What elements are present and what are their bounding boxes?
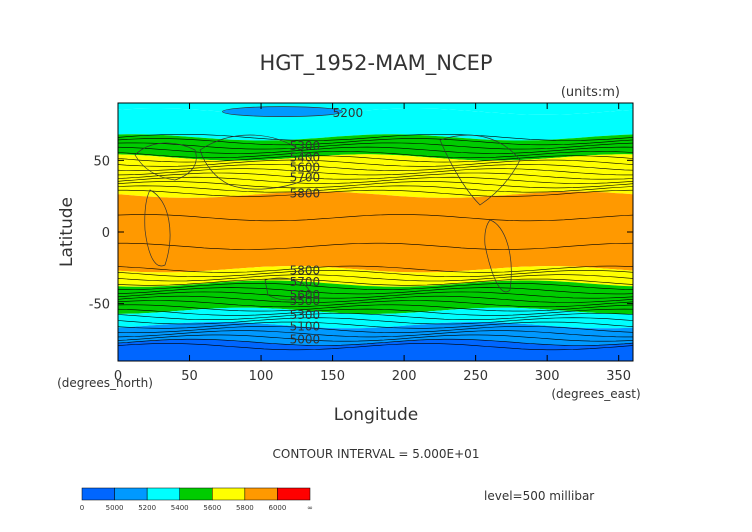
legend-swatch bbox=[81, 487, 115, 501]
contour-band bbox=[222, 106, 343, 117]
x-axis-label: Longitude bbox=[334, 405, 419, 425]
contour-line bbox=[118, 134, 633, 141]
contour-line bbox=[118, 321, 633, 329]
contour-band bbox=[118, 191, 633, 273]
contour-line bbox=[118, 334, 633, 342]
contour-label: 5100 bbox=[290, 320, 321, 334]
contour-band bbox=[118, 168, 633, 198]
contour-line bbox=[118, 181, 633, 189]
legend-swatch bbox=[212, 487, 246, 501]
contour-line bbox=[118, 338, 633, 346]
y-tick-label: 0 bbox=[102, 226, 110, 241]
contour-label: 5700 bbox=[290, 275, 321, 289]
contour-label: 5800 bbox=[290, 186, 321, 200]
contour-band bbox=[118, 339, 633, 361]
contour-line bbox=[118, 164, 633, 171]
contour-label: 5300 bbox=[290, 308, 321, 322]
contour-line bbox=[118, 274, 633, 282]
contour-label: 5400 bbox=[290, 150, 321, 164]
legend-label: ∞ bbox=[307, 504, 313, 512]
contour-line bbox=[118, 270, 633, 277]
y-axis-ticks: -50 0 50 bbox=[89, 154, 633, 313]
contour-line bbox=[118, 265, 633, 273]
contour-lines bbox=[118, 134, 633, 351]
contour-band bbox=[118, 322, 633, 346]
y-tick-label: 50 bbox=[93, 154, 110, 169]
x-tick-label: 300 bbox=[535, 369, 560, 384]
contour-line bbox=[118, 189, 633, 197]
contour-label: 5500 bbox=[290, 294, 321, 308]
y-axis-label: Latitude bbox=[57, 197, 77, 267]
x-tick-label: 0 bbox=[114, 369, 122, 384]
contour-line bbox=[118, 278, 633, 286]
contour-line bbox=[118, 295, 633, 303]
contour-line bbox=[118, 142, 633, 150]
contour-line bbox=[118, 214, 633, 222]
legend-label: 5800 bbox=[236, 504, 254, 512]
legend-label: 0 bbox=[80, 504, 84, 512]
x-tick-label: 100 bbox=[249, 369, 274, 384]
contour-line bbox=[118, 151, 633, 159]
level-text: level=500 millibar bbox=[484, 489, 594, 503]
contour-line bbox=[118, 282, 633, 290]
contour-line bbox=[118, 343, 633, 351]
legend-swatch bbox=[179, 487, 213, 501]
legend-swatch bbox=[146, 487, 180, 501]
legend-swatch bbox=[244, 487, 278, 501]
plot-area: 5200530054005600570058005800570056005500… bbox=[118, 103, 633, 361]
contour-line bbox=[118, 138, 633, 146]
contour-line bbox=[118, 146, 633, 154]
x-tick-label: 250 bbox=[463, 369, 488, 384]
contour-line bbox=[118, 304, 633, 312]
x-tick-label: 200 bbox=[392, 369, 417, 384]
y-unit-label: (degrees_north) bbox=[57, 376, 153, 390]
chart-title: HGT_1952-MAM_NCEP bbox=[259, 51, 492, 76]
x-tick-label: 150 bbox=[320, 369, 345, 384]
legend-label: 5200 bbox=[138, 504, 156, 512]
contour-line bbox=[118, 313, 633, 320]
contour-line bbox=[118, 317, 633, 325]
color-legend: 0 5000 5200 5400 5600 5800 6000 ∞ bbox=[80, 487, 313, 512]
contour-label: 5600 bbox=[290, 161, 321, 175]
legend-label: 5600 bbox=[203, 504, 221, 512]
contour-label: 5600 bbox=[290, 288, 321, 302]
contour-line bbox=[118, 291, 633, 299]
x-unit-label: (degrees_east) bbox=[551, 387, 640, 401]
coastlines bbox=[134, 134, 521, 301]
legend-label: 6000 bbox=[269, 504, 287, 512]
legend-label: 5400 bbox=[171, 504, 189, 512]
contour-line bbox=[118, 308, 633, 316]
y-tick-label: -50 bbox=[89, 298, 110, 313]
contour-line bbox=[118, 168, 633, 176]
units-label: (units:m) bbox=[561, 85, 620, 100]
legend-label: 5000 bbox=[106, 504, 124, 512]
contour-interval-text: CONTOUR INTERVAL = 5.000E+01 bbox=[273, 447, 480, 461]
contour-line bbox=[118, 326, 633, 333]
contour-line bbox=[118, 330, 633, 338]
x-tick-label: 50 bbox=[181, 369, 198, 384]
contour-line bbox=[118, 155, 633, 163]
x-tick-label: 350 bbox=[606, 369, 631, 384]
contour-line bbox=[118, 172, 633, 180]
legend-swatch bbox=[277, 487, 311, 501]
contour-line bbox=[118, 159, 633, 167]
contour-label: 5200 bbox=[333, 106, 364, 120]
contour-band bbox=[118, 108, 633, 141]
legend-swatch bbox=[114, 487, 148, 501]
contour-line bbox=[118, 176, 633, 184]
contour-label: 5800 bbox=[290, 264, 321, 278]
contour-labels: 5200530054005600570058005800570056005500… bbox=[290, 106, 363, 346]
contour-line bbox=[118, 242, 633, 250]
contour-band bbox=[118, 307, 633, 329]
contour-label: 5700 bbox=[290, 171, 321, 185]
contour-label: 5300 bbox=[290, 139, 321, 153]
contour-band bbox=[118, 266, 633, 287]
contour-line bbox=[118, 287, 633, 295]
contour-label: 5000 bbox=[290, 333, 321, 347]
contour-line bbox=[118, 185, 633, 193]
x-axis-ticks: 0 50 100 150 200 250 300 350 bbox=[114, 103, 631, 384]
contour-line bbox=[118, 300, 633, 308]
